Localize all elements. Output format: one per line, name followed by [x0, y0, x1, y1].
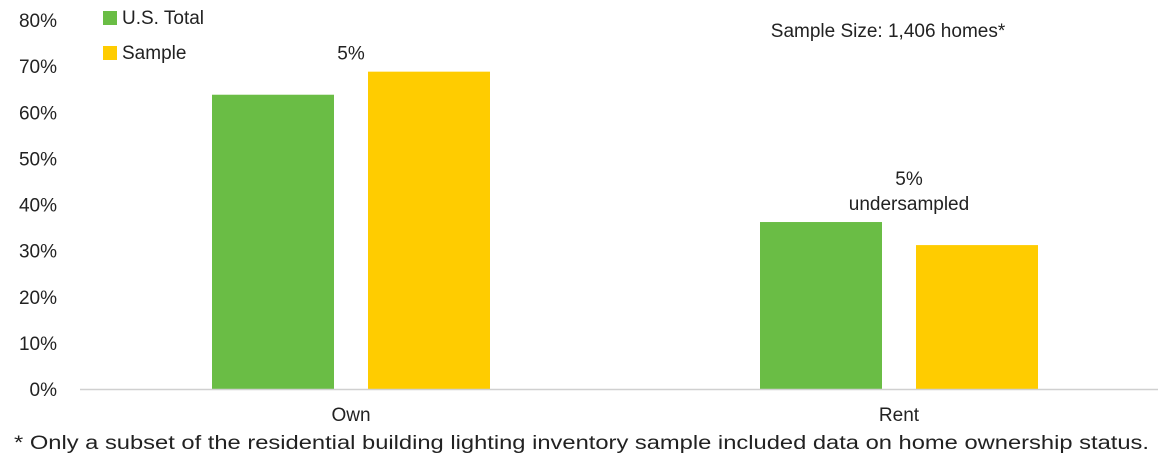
bar-sample-own [368, 71, 490, 389]
x-category-label: Rent [879, 405, 920, 426]
y-tick-label: 30% [19, 242, 57, 263]
y-tick-label: 0% [30, 380, 58, 401]
footnote: * Only a subset of the residential build… [14, 433, 1149, 454]
annotation-label: 5% [337, 44, 365, 65]
y-tick-label: 20% [19, 288, 57, 309]
sample-size-note: Sample Size: 1,406 homes* [771, 21, 1006, 42]
y-tick-label: 40% [19, 196, 57, 217]
annotation-label: 5% [895, 169, 923, 190]
bar-u-s-total-own [212, 94, 334, 389]
x-category-label: Own [331, 405, 370, 426]
bar-u-s-total-rent [760, 222, 882, 389]
legend-label: U.S. Total [122, 8, 204, 29]
y-tick-label: 10% [19, 334, 57, 355]
bar-sample-rent [916, 245, 1038, 389]
legend-swatch-u-s-total [103, 11, 117, 25]
y-tick-label: 60% [19, 103, 57, 124]
annotation-label: undersampled [849, 194, 969, 215]
y-tick-label: 50% [19, 149, 57, 170]
legend-swatch-sample [103, 46, 117, 60]
y-tick-label: 80% [19, 11, 57, 32]
y-tick-label: 70% [19, 57, 57, 78]
legend-label: Sample [122, 43, 186, 64]
